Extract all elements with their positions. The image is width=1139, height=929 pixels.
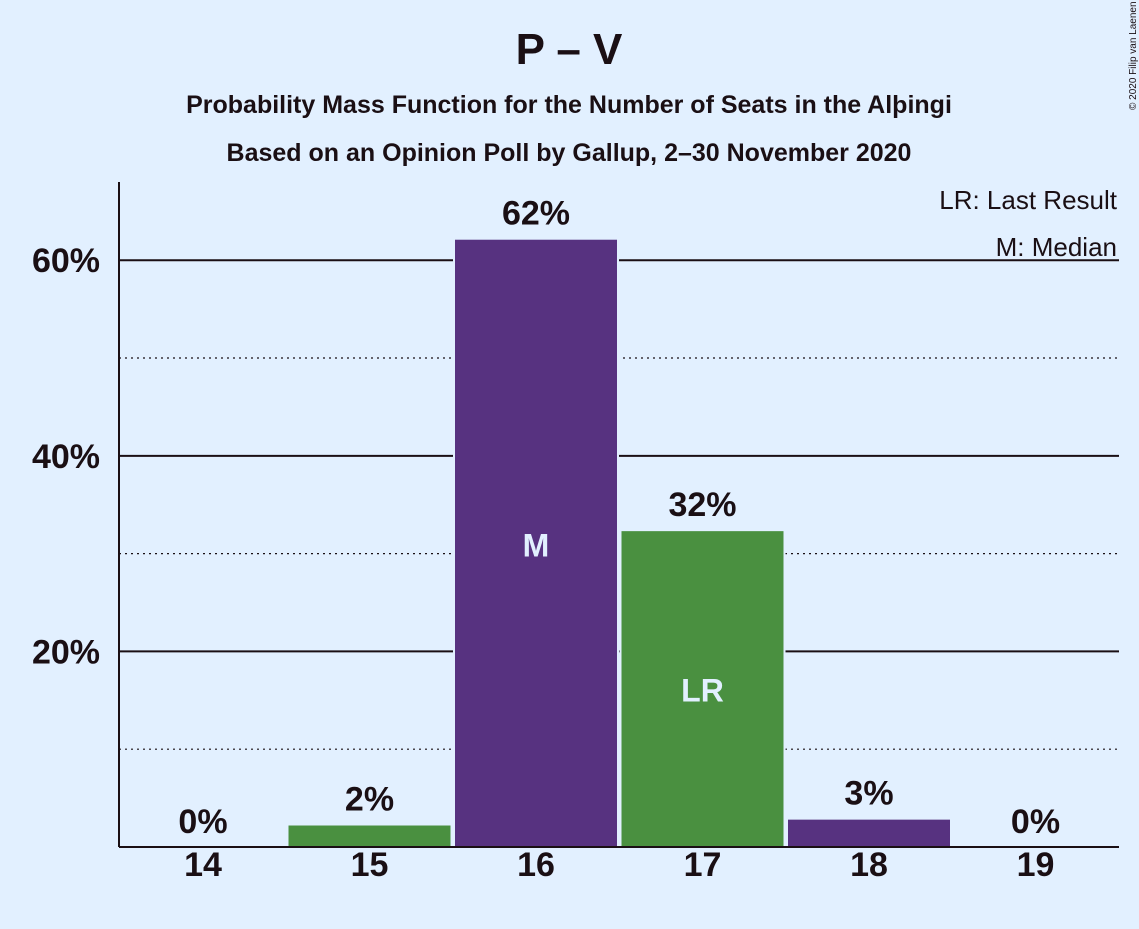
copyright-text: © 2020 Filip van Laenen <box>1128 1 1139 110</box>
bars <box>286 237 952 849</box>
x-tick-label: 14 <box>184 846 222 884</box>
x-tick-label: 16 <box>517 846 555 884</box>
value-label: 2% <box>345 781 394 819</box>
value-label: 62% <box>502 195 570 233</box>
y-tick-label: 20% <box>32 633 100 671</box>
value-label: 32% <box>668 486 736 524</box>
legend-median: M: Median <box>996 232 1117 262</box>
last-result-marker: LR <box>681 673 724 709</box>
labels: 0% 14 2% 15 62% M 16 32% LR 17 3% 18 0% 19 20% 40% 60% <box>32 195 1060 884</box>
y-tick-label: 40% <box>32 438 100 476</box>
x-tick-label: 19 <box>1017 846 1055 884</box>
bar-seat-16 <box>453 237 619 848</box>
value-label: 0% <box>178 803 227 841</box>
bar-seat-15 <box>286 823 453 848</box>
chart-subtitle-2: Based on an Opinion Poll by Gallup, 2–30… <box>227 139 912 167</box>
median-marker: M <box>523 528 550 564</box>
value-label: 3% <box>844 775 893 813</box>
legend-last-result: LR: Last Result <box>939 185 1118 215</box>
chart-subtitle-1: Probability Mass Function for the Number… <box>186 91 952 119</box>
x-tick-label: 15 <box>351 846 389 884</box>
value-label: 0% <box>1011 803 1060 841</box>
bar-seat-18 <box>786 817 952 849</box>
y-tick-label: 60% <box>32 242 100 280</box>
axes <box>118 182 1119 848</box>
x-tick-label: 18 <box>850 846 888 884</box>
chart-title: P – V <box>516 25 623 74</box>
x-tick-label: 17 <box>684 846 722 884</box>
